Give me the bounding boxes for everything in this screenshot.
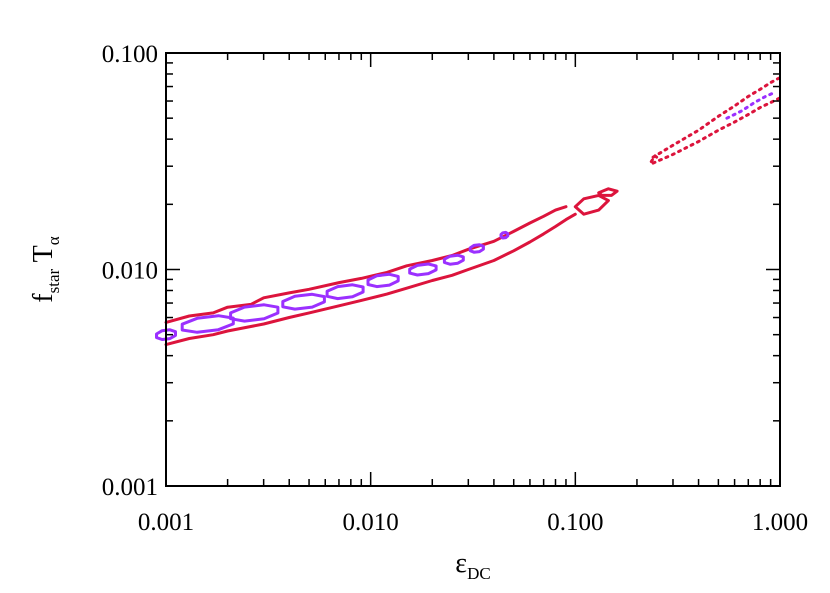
inner-contour-blob (229, 303, 280, 323)
contour-lines (155, 76, 782, 347)
inner-contour-blob (155, 328, 177, 341)
inner-contour-blob (281, 292, 326, 311)
x-tick-label: 0.001 (138, 509, 194, 536)
contour-inner-dotted (725, 90, 777, 120)
plot-frame (165, 52, 781, 487)
contour-outer-dotted-lower (651, 96, 782, 165)
contour-outer-dotted-upper (651, 76, 782, 159)
y-axis-label: fstar Tα (28, 236, 63, 302)
inner-contour-blob (180, 314, 235, 334)
contour-outer-dotted-fragment (649, 154, 660, 164)
inner-contour-blob (499, 230, 510, 240)
contour-outer-solid-lower (164, 212, 577, 347)
y-tick-label: 0.010 (102, 258, 158, 285)
x-tick-label: 1.000 (752, 509, 808, 536)
inner-contour-blob (468, 243, 485, 254)
inner-contour-blob (408, 262, 438, 277)
x-axis-label: εDC (455, 548, 490, 583)
inner-contour-blob (366, 272, 400, 289)
contour-outer-solid-island-1 (573, 193, 610, 216)
inner-contour-blob (442, 253, 465, 266)
axis-tick-labels: 0.001 0.010 0.100 1.000 0.001 0.010 0.100 (102, 41, 808, 536)
x-tick-label: 0.010 (343, 509, 399, 536)
axis-ticks (165, 52, 781, 487)
y-tick-label: 0.100 (102, 41, 158, 68)
x-tick-label: 0.100 (547, 509, 603, 536)
contour-outer-solid-island-2 (597, 187, 619, 197)
inner-contour-blob (325, 283, 365, 301)
y-tick-label: 0.001 (102, 474, 158, 501)
contour-outer-solid-upper (164, 205, 568, 324)
